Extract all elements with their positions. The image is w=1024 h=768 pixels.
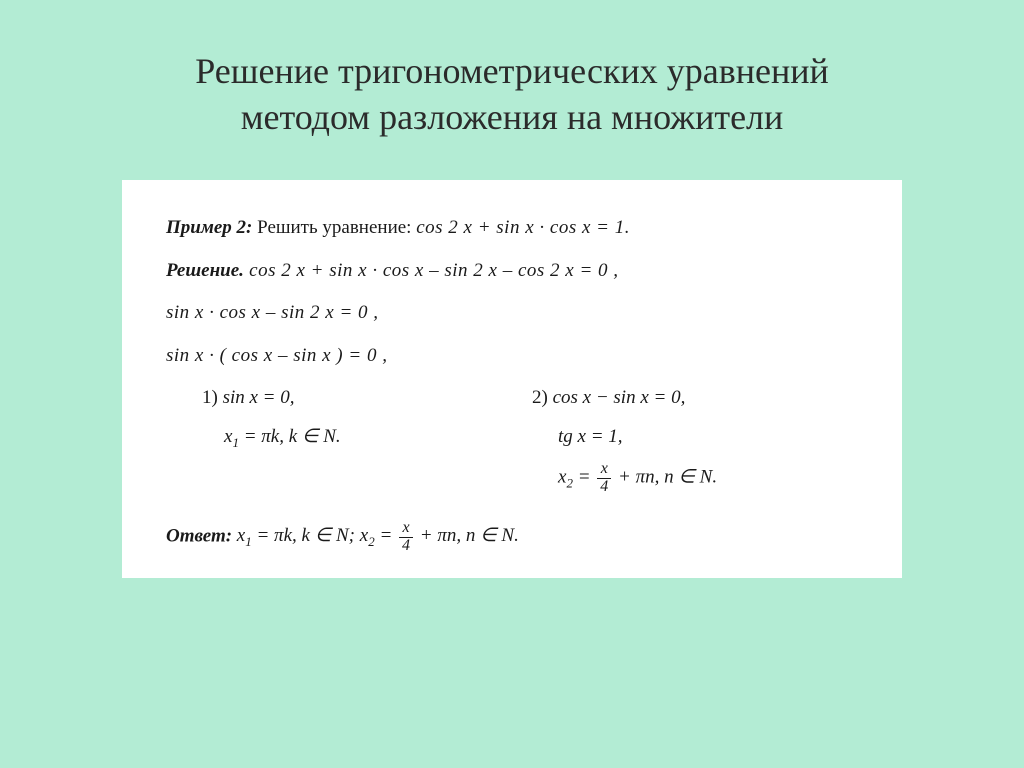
solution-eq-1: cos 2 x + sin x · cos x – sin 2 x – cos … [244, 260, 619, 281]
case-2-line-1: 2) cos x − sin x = 0, [512, 384, 858, 413]
case-2-eq-2: tg x = 1, [512, 423, 858, 452]
answer-label: Ответ: [166, 525, 232, 546]
answer-fraction: x4 [399, 520, 413, 555]
solution-row-1: Решение. cos 2 x + sin x · cos x – sin 2… [166, 257, 858, 286]
title-line-1: Решение тригонометрических уравнений [195, 51, 829, 91]
solution-eq-3: sin x · ( cos x – sin x ) = 0 , [166, 342, 858, 371]
ans-frac-den: 4 [399, 538, 413, 555]
case-1: 1) sin x = 0, x1 = πk, k ∈ N. [166, 384, 512, 506]
content-box: Пример 2: Решить уравнение: cos 2 x + si… [122, 180, 902, 578]
ans-a: x [232, 525, 245, 546]
case-2-eq-b: = [573, 467, 595, 488]
answer-math: x1 = πk, k ∈ N; x2 = x4 + πn, n ∈ N. [232, 525, 519, 546]
case-1-eq-1: sin x = 0, [223, 387, 295, 408]
case-2-eq-c: + πn, n ∈ N. [613, 467, 717, 488]
case-1-line-1: 1) sin x = 0, [166, 384, 512, 413]
ans-b: = πk, k ∈ N; x [252, 525, 368, 546]
ans-frac-num: x [399, 520, 413, 538]
case-2-fraction: x4 [597, 461, 611, 496]
case-2-frac-den: 4 [597, 479, 611, 496]
example-label: Пример 2: [166, 217, 252, 238]
case-2-line-3: x2 = x4 + πn, n ∈ N. [512, 461, 858, 496]
solution-label: Решение. [166, 260, 244, 281]
case-2: 2) cos x − sin x = 0, tg x = 1, x2 = x4 … [512, 384, 858, 506]
case-2-number: 2) [532, 387, 553, 408]
slide: Решение тригонометрических уравнений мет… [0, 0, 1024, 768]
case-1-number: 1) [202, 387, 223, 408]
case-1-line-2: x1 = πk, k ∈ N. [166, 423, 512, 452]
slide-title: Решение тригонометрических уравнений мет… [70, 48, 954, 140]
ans-c: = [375, 525, 397, 546]
example-row: Пример 2: Решить уравнение: cos 2 x + si… [166, 214, 858, 243]
example-equation: cos 2 x + sin x · cos x = 1. [416, 217, 630, 238]
case-2-eq-1: cos x − sin x = 0, [553, 387, 686, 408]
ans-d: + πn, n ∈ N. [415, 525, 519, 546]
case-1-rest: = πk, k ∈ N. [239, 426, 341, 447]
case-2-frac-num: x [597, 461, 611, 479]
title-line-2: методом разложения на множители [241, 97, 784, 137]
example-text: Решить уравнение: [252, 217, 416, 238]
cases-container: 1) sin x = 0, x1 = πk, k ∈ N. 2) cos x −… [166, 384, 858, 506]
solution-eq-2: sin x · cos x – sin 2 x = 0 , [166, 299, 858, 328]
answer-row: Ответ: x1 = πk, k ∈ N; x2 = x4 + πn, n ∈… [166, 520, 858, 555]
